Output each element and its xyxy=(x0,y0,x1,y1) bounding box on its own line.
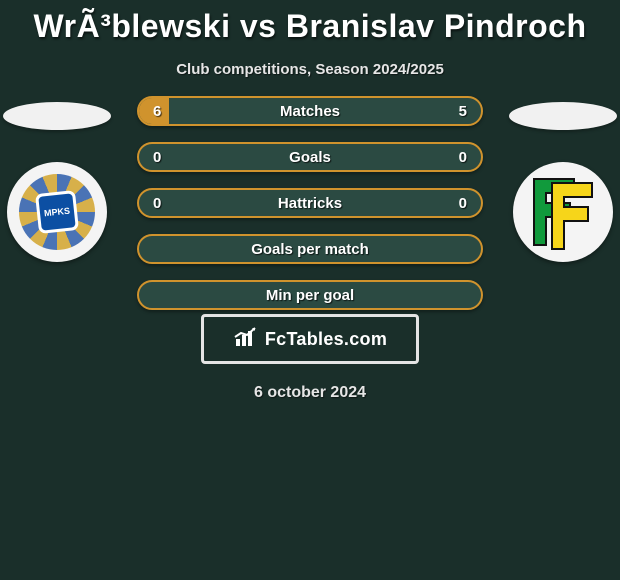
right-player-silhouette xyxy=(509,102,617,130)
stat-label: Min per goal xyxy=(139,282,481,308)
stat-label: Matches xyxy=(139,98,481,124)
right-team-logo-mark xyxy=(524,173,602,251)
brand-text: FcTables.com xyxy=(265,329,387,350)
subtitle: Club competitions, Season 2024/2025 xyxy=(0,61,620,78)
stat-label: Goals per match xyxy=(139,236,481,262)
stat-label: Goals xyxy=(139,144,481,170)
chart-icon xyxy=(233,326,259,353)
right-player-col xyxy=(507,96,619,262)
left-player-silhouette xyxy=(3,102,111,130)
stat-right-value: 0 xyxy=(459,144,467,170)
brand-box[interactable]: FcTables.com xyxy=(201,314,419,364)
stat-left-fill xyxy=(138,97,169,125)
stat-left-value: 0 xyxy=(153,144,161,170)
stat-right-value: 0 xyxy=(459,190,467,216)
stat-row: Hattricks0 0 xyxy=(137,188,483,218)
left-team-logo-core: MPKS xyxy=(38,193,75,230)
stat-right-value: 5 xyxy=(459,98,467,124)
page-title: WrÃ³blewski vs Branislav Pindroch xyxy=(0,0,620,45)
date-line: 6 october 2024 xyxy=(0,384,620,402)
stats-column: Matches65Goals00Hattricks00Goals per mat… xyxy=(137,96,483,310)
stat-left-value: 0 xyxy=(153,190,161,216)
left-team-logo-ring: MPKS xyxy=(19,174,95,250)
stat-label: Hattricks xyxy=(139,190,481,216)
stat-row: Matches65 xyxy=(137,96,483,126)
left-team-logo: MPKS xyxy=(7,162,107,262)
comparison-row: MPKS Matches65Goals00Hattricks00Goals pe… xyxy=(0,96,620,310)
right-team-logo xyxy=(513,162,613,262)
stat-row: Goals0 0 xyxy=(137,142,483,172)
stat-row: Goals per match xyxy=(137,234,483,264)
stat-row: Min per goal xyxy=(137,280,483,310)
left-player-col: MPKS xyxy=(1,96,113,262)
